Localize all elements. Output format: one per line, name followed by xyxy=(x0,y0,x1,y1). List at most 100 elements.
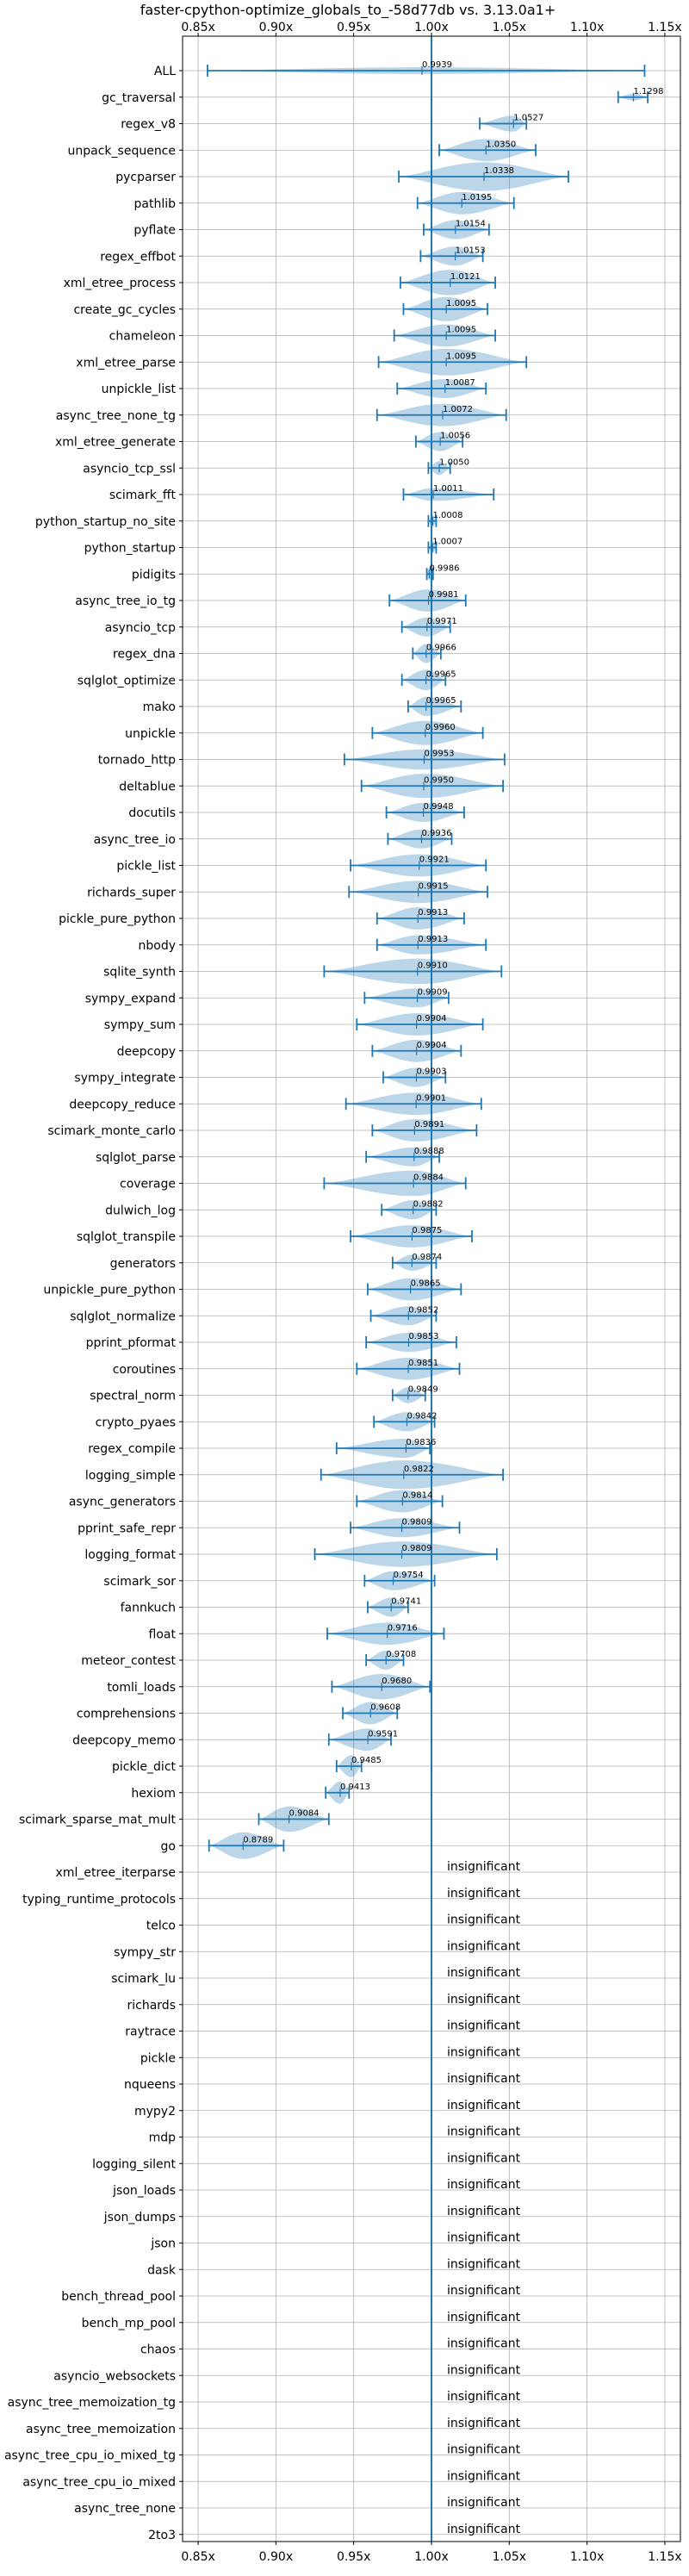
benchmark-label: pycparser xyxy=(115,171,176,184)
value-label: 0.9986 xyxy=(429,563,459,573)
benchmark-label: pidigits xyxy=(132,568,176,582)
value-label: 1.0095 xyxy=(446,326,476,335)
value-label: 0.9904 xyxy=(417,1041,447,1050)
value-label: 0.9865 xyxy=(411,1279,441,1289)
value-label: 0.9965 xyxy=(426,669,456,679)
benchmark-label: mako xyxy=(143,700,176,714)
insignificant-label: insignificant xyxy=(447,2311,521,2324)
insignificant-label: insignificant xyxy=(447,2257,521,2271)
x-tick-label-bottom: 1.15x xyxy=(648,2550,681,2564)
value-label: 0.9953 xyxy=(425,750,455,759)
x-tick-label-bottom: 0.90x xyxy=(259,2550,293,2564)
benchmark-label: sympy_integrate xyxy=(74,1072,176,1086)
value-label: 0.9809 xyxy=(402,1544,432,1553)
value-label: 0.9874 xyxy=(412,1253,442,1262)
value-label: 0.9836 xyxy=(406,1438,436,1447)
benchmark-label: tornado_http xyxy=(98,754,176,768)
benchmark-label: chameleon xyxy=(109,330,176,344)
insignificant-label: insignificant xyxy=(447,1939,521,1953)
benchmark-label: generators xyxy=(110,1257,176,1271)
benchmark-label: telco xyxy=(146,1920,176,1933)
benchmark-label: richards_super xyxy=(87,886,176,899)
benchmark-label: logging_format xyxy=(84,1548,176,1562)
benchmark-label: json_dumps xyxy=(103,2211,176,2224)
benchmark-label: sqlglot_normalize xyxy=(70,1310,176,1323)
benchmark-label: logging_silent xyxy=(92,2157,176,2171)
benchmark-label: async_tree_io xyxy=(94,833,176,847)
benchmark-label: async_tree_none_tg xyxy=(56,409,176,423)
value-label: 0.9809 xyxy=(402,1517,432,1527)
insignificant-label: insignificant xyxy=(447,2072,521,2086)
x-tick-label-bottom: 0.95x xyxy=(337,2550,370,2564)
value-label: 0.9084 xyxy=(289,1809,320,1819)
benchmark-label: float xyxy=(149,1627,177,1641)
benchmark-label: mypy2 xyxy=(134,2105,176,2119)
benchmark-label: sqlite_synth xyxy=(103,966,176,980)
insignificant-label: insignificant xyxy=(447,2099,521,2112)
value-label: 0.9849 xyxy=(408,1385,438,1395)
x-tick-label-bottom: 0.85x xyxy=(181,2550,214,2564)
value-label: 0.9936 xyxy=(421,829,451,838)
value-label: 1.0338 xyxy=(484,166,514,176)
benchmark-label: unpack_sequence xyxy=(68,144,176,158)
benchmark-label: coverage xyxy=(120,1178,176,1192)
benchmark-label: chaos xyxy=(140,2343,176,2357)
value-label: 0.9754 xyxy=(394,1571,424,1580)
value-label: 0.9910 xyxy=(418,961,448,971)
benchmark-label: xml_etree_iterparse xyxy=(56,1866,176,1880)
benchmark-label: deepcopy xyxy=(117,1045,176,1059)
value-label: 1.0008 xyxy=(432,511,462,520)
insignificant-label: insignificant xyxy=(447,2019,521,2033)
benchmark-label: pickle xyxy=(140,2051,176,2065)
value-label: 0.8789 xyxy=(243,1835,273,1845)
value-label: 0.9891 xyxy=(414,1120,444,1129)
x-tick-label-bottom: 1.05x xyxy=(493,2550,526,2564)
benchmark-label: sympy_sum xyxy=(104,1018,176,1032)
benchmark-label: dask xyxy=(147,2263,177,2277)
x-tick-label-top: 1.10x xyxy=(570,21,604,34)
value-label: 0.9939 xyxy=(422,60,452,70)
plot-border xyxy=(182,35,681,2542)
value-label: 1.0153 xyxy=(456,246,486,255)
benchmark-label: pprint_safe_repr xyxy=(78,1521,176,1535)
benchmark-label: asyncio_websockets xyxy=(53,2369,176,2383)
value-label: 0.9413 xyxy=(340,1783,370,1792)
x-tick-label-top: 0.90x xyxy=(259,21,293,34)
value-label: 0.9981 xyxy=(429,590,459,600)
value-label: 1.0095 xyxy=(446,352,476,361)
benchmark-label: fannkuch xyxy=(121,1602,176,1615)
insignificant-label: insignificant xyxy=(447,2496,521,2510)
insignificant-label: insignificant xyxy=(447,2523,521,2536)
value-label: 0.9680 xyxy=(382,1677,412,1686)
benchmark-label: regex_effbot xyxy=(100,250,176,264)
benchmark-label: tomli_loads xyxy=(107,1681,176,1695)
benchmark-label: async_tree_cpu_io_mixed_tg xyxy=(4,2449,176,2463)
benchmark-label: regex_compile xyxy=(88,1442,176,1456)
insignificant-label: insignificant xyxy=(447,1966,521,1980)
value-label: 0.9851 xyxy=(408,1359,438,1368)
insignificant-label: insignificant xyxy=(447,2417,521,2430)
value-label: 0.9822 xyxy=(404,1465,434,1474)
benchmark-label: pathlib xyxy=(134,197,177,211)
labels: 0.85x 0.85x 0.90x 0.90x 0.95x 0.95x 1.00x 1.00x… xyxy=(4,21,682,2564)
value-label: 0.9901 xyxy=(416,1093,446,1103)
value-label: 1.0195 xyxy=(462,193,492,202)
benchmark-label: deltablue xyxy=(119,780,176,793)
benchmark-label: nbody xyxy=(139,939,177,953)
benchmark-label: unpickle_list xyxy=(102,383,177,396)
value-label: 1.0121 xyxy=(450,272,481,282)
value-label: 0.9913 xyxy=(418,935,448,944)
benchmark-label: richards xyxy=(127,1999,177,2013)
benchmark-label: async_tree_memoization_tg xyxy=(8,2396,176,2410)
insignificant-label: insignificant xyxy=(447,1913,521,1927)
value-label: 1.0527 xyxy=(513,114,543,123)
benchmark-label: coroutines xyxy=(113,1363,176,1377)
insignificant-label: insignificant xyxy=(447,2390,521,2404)
benchmark-label: async_tree_cpu_io_mixed xyxy=(22,2475,176,2489)
value-label: 1.0072 xyxy=(443,405,473,414)
benchmark-label: go xyxy=(161,1839,176,1853)
insignificant-label: insignificant xyxy=(447,2337,521,2351)
x-tick-label-top: 1.15x xyxy=(648,21,681,34)
value-label: 1.0087 xyxy=(445,378,475,388)
